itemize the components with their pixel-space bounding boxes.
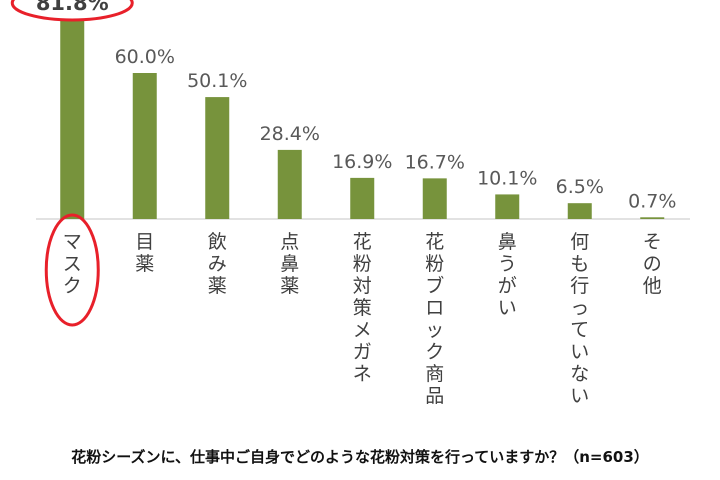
value-label-4: 28.4% [260, 123, 320, 145]
category-highlight-circle [44, 213, 100, 327]
value-label-7: 10.1% [477, 167, 537, 189]
bar-1 [60, 19, 85, 219]
bar-6 [422, 178, 447, 219]
value-label-6: 16.7% [405, 151, 465, 173]
value-label-9: 0.7% [628, 190, 676, 212]
category-label-4: 点鼻薬 [280, 231, 299, 297]
value-label-2: 60.0% [115, 46, 175, 68]
category-label-1: マスク [63, 231, 82, 297]
category-label-8: 何も行っていない [570, 231, 589, 407]
category-label-2: 目薬 [135, 231, 154, 275]
bar-5 [350, 177, 375, 219]
category-label-9: その他 [643, 231, 662, 297]
category-label-6: 花粉ブロック商品 [425, 231, 444, 407]
value-label-8: 6.5% [556, 176, 604, 198]
value-label-5: 16.9% [332, 151, 392, 173]
bar-2 [132, 73, 157, 219]
bar-8 [567, 203, 592, 219]
category-label-3: 飲み薬 [208, 231, 227, 297]
value-highlight-circle [10, 0, 134, 22]
category-label-7: 鼻うがい [498, 231, 517, 319]
category-label-5: 花粉対策メガネ [353, 231, 372, 385]
chart-caption: 花粉シーズンに、仕事中ご自身でどのような花粉対策を行っていますか？（n=603） [71, 448, 649, 466]
bar-4 [277, 149, 302, 219]
bar-3 [205, 97, 230, 219]
bar-9 [640, 217, 665, 219]
value-label-1: 81.8% [36, 0, 109, 15]
bar-7 [495, 194, 520, 219]
value-label-3: 50.1% [187, 70, 247, 92]
